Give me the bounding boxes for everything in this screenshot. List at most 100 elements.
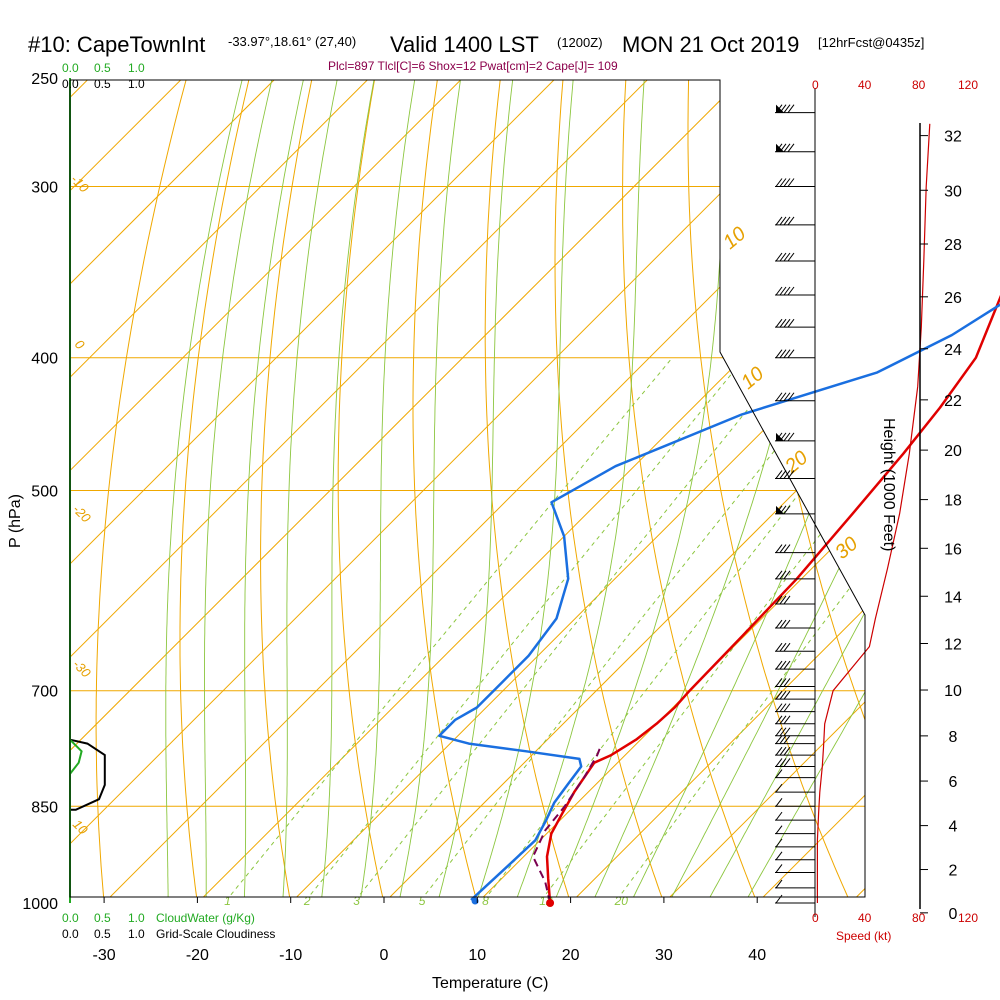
x-tick-label: 40 [748,947,766,964]
moist-adiabat-line [466,80,574,897]
indices-line: Plcl=897 Tlcl[C]=6 Shox=12 Pwat[cm]=2 Ca… [328,59,618,73]
speed-tick-bottom-1: 40 [858,911,872,925]
cloudiness-label: Grid-Scale Cloudiness [156,927,275,941]
wind-barb [775,286,815,296]
mixing-ratio-label: 20 [614,894,629,908]
mixing-ratio-line [592,357,865,897]
station-title: #10: CapeTownInt [28,32,205,57]
height-tick-label: 16 [944,541,962,558]
wind-barb [775,678,815,687]
speed-tick-top-1: 40 [858,78,872,92]
isotherm-label-left: 10 [70,817,91,838]
speed-tick-bottom-3: 120 [958,911,978,925]
dry-adiabat-line [687,80,865,897]
wind-barb [775,894,815,904]
mixing-ratio-label: 8 [482,894,489,908]
mixing-ratio-line [330,357,790,897]
wind-barb [775,544,815,554]
dry-adiabat-line [95,80,194,897]
isotherm-label-right: 10 [737,363,768,394]
height-tick-label: 2 [949,863,958,880]
wind-barb [775,392,815,402]
mixing-ratio-label: 3 [353,894,360,908]
dry-adiabat-line [484,80,581,897]
dry-adiabat-line [260,80,318,897]
isotherm-label-right: 20 [780,447,812,479]
dry-adiabat-line [412,80,486,897]
isotherm-label-left: -30 [70,657,94,681]
x-tick-label: 0 [380,947,389,964]
dry-adiabat-line [179,80,256,897]
mixing-ratio-label: 2 [303,894,311,908]
height-tick-label: 30 [944,183,962,200]
isotherm-line [447,80,865,897]
height-tick-label: 14 [944,589,962,606]
surface-temperature-marker [546,899,555,907]
series-temperature-line [545,294,1000,904]
height-tick-label: 22 [944,393,962,410]
wind-barb [775,797,815,807]
cloud-scale-bottom-green-1: 0.5 [94,911,111,925]
dry-adiabat-line [622,80,770,897]
moist-adiabat-line [653,80,865,897]
wind-barb [775,864,815,873]
x-axis-title: Temperature (C) [432,975,548,992]
cloudiness-profile [69,738,106,811]
cloud-scale-top-green-2: 1.0 [128,61,145,75]
series-dewpoint-line [438,303,1000,901]
moist-adiabat-line [204,80,273,897]
y-tick-label: 700 [31,684,58,701]
isotherm-line [70,80,410,897]
plot-axes: -30 -20 -10 0 10 20 30 401000850700500400300250… [22,71,962,964]
height-tick-label: 12 [944,636,962,653]
moist-adiabat-line [242,80,305,897]
wind-barb [775,746,815,756]
zulu-time: (1200Z) [557,35,603,50]
y-tick-label: 500 [31,484,58,501]
series-parcel-line [532,747,602,904]
isotherm-line [70,80,316,897]
mixing-ratio-line [459,357,865,897]
isotherm-line [354,80,865,897]
isotherm-line [70,80,865,897]
mixing-ratio-line [517,357,865,897]
wind-barb [775,690,815,700]
height-tick-label: 6 [949,774,958,791]
wind-barb [775,595,815,605]
cloudwater-profile [69,738,83,775]
moist-adiabat-line [727,80,865,897]
speed-tick-top-3: 120 [958,78,978,92]
y-tick-label: 1000 [22,896,58,913]
isotherm-line [70,80,865,897]
cloud-scale-bottom-green-2: 1.0 [128,911,145,925]
wind-barb [775,318,815,328]
height-tick-label: 28 [944,237,962,254]
moist-adiabat-line [317,80,375,897]
wind-speed-profile [816,123,931,903]
moist-adiabat-line [279,80,338,897]
moist-adiabat-line [615,80,865,897]
moist-adiabat-line [541,80,729,897]
cloud-scale-bottom-black-1: 0.5 [94,927,111,941]
cloud-scale-bottom: 0.0 0.5 1.0 CloudWater (g/Kg) 0.0 0.5 1.… [62,911,275,941]
wind-barb [775,769,815,779]
height-tick-label: 32 [944,129,962,146]
wind-barb [775,216,815,226]
wind-barb [775,758,815,767]
dry-adiabat-line [750,80,865,897]
valid-time: Valid 1400 LST [390,32,539,57]
isotherm-line [70,80,690,897]
moist-adiabat-line [391,80,462,897]
isotherm-line [261,80,865,897]
y-tick-label: 400 [31,351,58,368]
height-tick-label: 4 [949,819,958,836]
dry-adiabat-line [337,80,392,897]
cloud-scale-bottom-black-0: 0.0 [62,927,79,941]
cloud-scale-bottom-green-0: 0.0 [62,911,79,925]
isotherm-line [634,80,865,897]
mixing-ratio-line [280,357,746,897]
moist-adiabat-line [165,80,244,897]
moist-adiabat-line [354,80,416,897]
